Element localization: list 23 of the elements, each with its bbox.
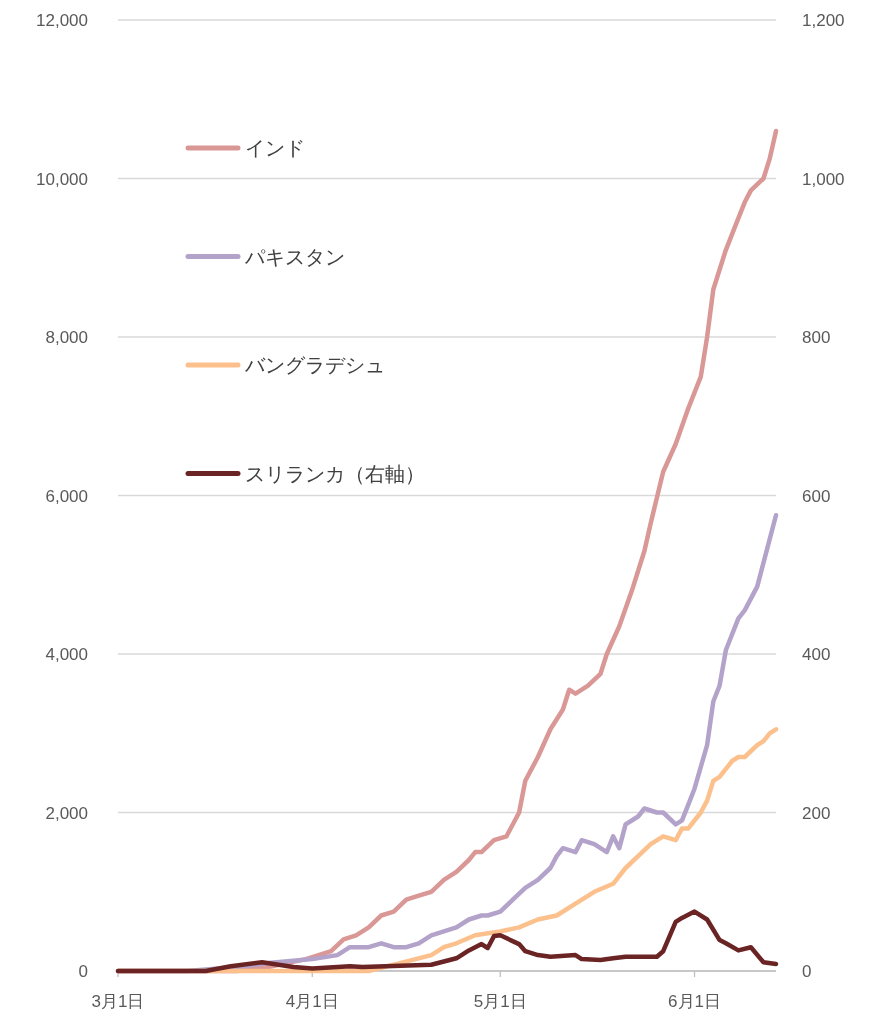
y-tick-label: 10,000 — [36, 169, 88, 189]
y-tick-label: 12,000 — [36, 11, 88, 30]
y-tick-label: 4,000 — [45, 645, 88, 664]
y-tick-label: 8,000 — [45, 328, 88, 347]
y-tick-label: 0 — [78, 962, 88, 981]
line-series — [115, 909, 779, 974]
legend-label: インド — [245, 137, 305, 159]
x-tick-label: 6月1日 — [668, 992, 721, 1011]
y-tick-label: 6,000 — [45, 486, 88, 506]
y2-tick-label: 600 — [802, 486, 831, 506]
y2-tick-label: 0 — [802, 962, 812, 981]
y-tick-label: 2,000 — [45, 803, 88, 823]
y2-tick-label: 1,200 — [802, 11, 845, 30]
y2-tick-label: 800 — [802, 328, 831, 347]
legend-label: パキスタン — [244, 245, 345, 268]
y2-tick-label: 200 — [802, 803, 831, 823]
y2-tick-label: 400 — [802, 645, 831, 664]
x-tick-label: 5月1日 — [473, 992, 527, 1011]
x-tick-label: 3月1日 — [91, 992, 145, 1011]
legend-label: バングラデシュ — [244, 354, 385, 376]
x-tick-label: 4月1日 — [285, 992, 339, 1011]
y2-tick-label: 1,000 — [802, 169, 845, 189]
legend-label: スリランカ（右軸） — [245, 462, 425, 485]
